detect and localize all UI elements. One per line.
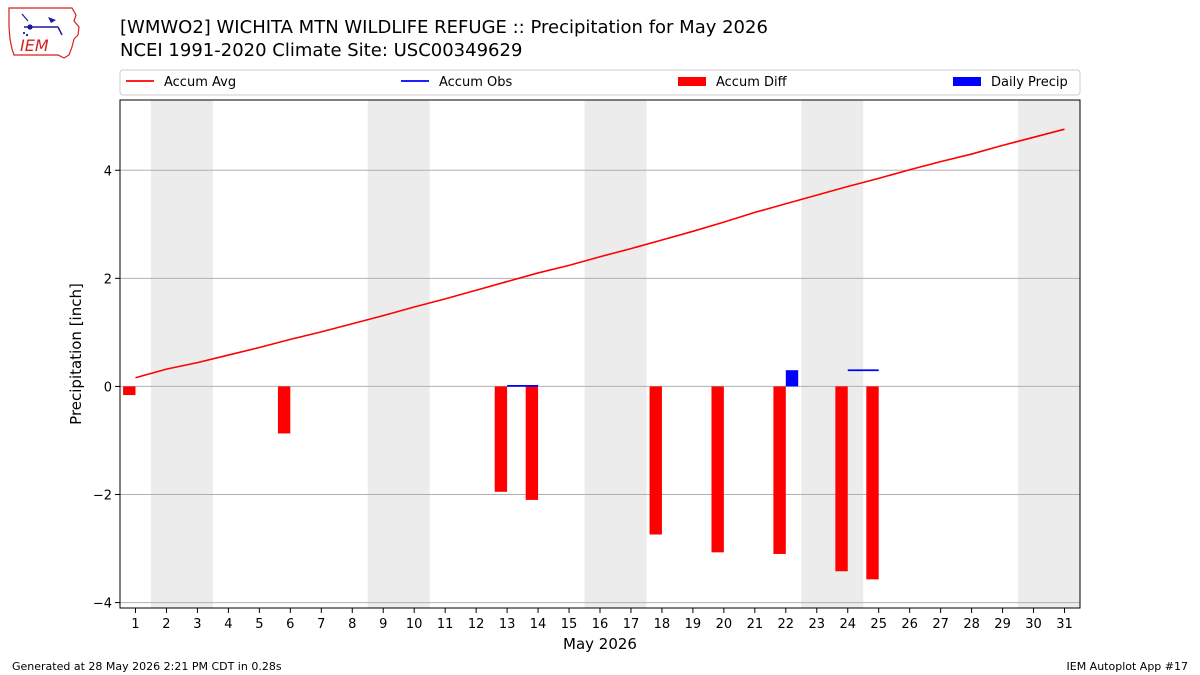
x-tick-label: 3 bbox=[193, 617, 201, 632]
x-tick-label: 25 bbox=[870, 617, 887, 632]
legend-label: Accum Avg bbox=[164, 75, 236, 90]
accum-diff-bar bbox=[711, 386, 724, 553]
iowa-map-outline bbox=[8, 7, 80, 59]
weekend-band bbox=[367, 100, 430, 608]
x-tick-label: 16 bbox=[592, 617, 609, 632]
x-tick-label: 24 bbox=[839, 617, 856, 632]
x-tick-label: 27 bbox=[932, 617, 949, 632]
legend-swatch bbox=[678, 77, 706, 86]
iem-logo: IEM bbox=[6, 5, 82, 63]
x-tick-label: 21 bbox=[747, 617, 764, 632]
x-tick-label: 2 bbox=[162, 617, 170, 632]
accum-avg-line bbox=[135, 128, 1065, 379]
weekend-band bbox=[584, 100, 647, 608]
x-tick-label: 30 bbox=[1025, 617, 1042, 632]
y-tick-label: −4 bbox=[93, 597, 112, 612]
x-tick-label: 12 bbox=[468, 617, 485, 632]
chart-title: [WMWO2] WICHITA MTN WILDLIFE REFUGE :: P… bbox=[120, 17, 768, 38]
x-tick-label: 19 bbox=[685, 617, 702, 632]
x-tick-label: 8 bbox=[348, 617, 356, 632]
x-tick-label: 23 bbox=[809, 617, 826, 632]
legend-label: Daily Precip bbox=[991, 75, 1068, 90]
accum-diff-bar bbox=[525, 386, 539, 500]
x-tick-label: 15 bbox=[561, 617, 578, 632]
chart-subtitle: NCEI 1991-2020 Climate Site: USC00349629 bbox=[120, 40, 523, 61]
x-tick-label: 26 bbox=[901, 617, 918, 632]
x-tick-label: 14 bbox=[530, 617, 547, 632]
legend-swatch bbox=[953, 77, 981, 86]
y-tick-label: 2 bbox=[104, 272, 112, 287]
x-tick-label: 6 bbox=[286, 617, 294, 632]
accum-diff-bar bbox=[866, 386, 879, 580]
logo-text: IEM bbox=[20, 36, 49, 55]
accum-diff-bar bbox=[835, 386, 848, 572]
x-tick-label: 28 bbox=[963, 617, 980, 632]
legend-frame bbox=[119, 69, 1081, 96]
x-tick-label: 11 bbox=[437, 617, 454, 632]
y-tick-label: 0 bbox=[104, 380, 112, 395]
y-tick-label: 4 bbox=[104, 164, 112, 179]
footer-generated: Generated at 28 May 2026 2:21 PM CDT in … bbox=[12, 660, 282, 673]
accum-diff-bar bbox=[277, 386, 291, 434]
x-tick-label: 4 bbox=[224, 617, 232, 632]
weekend-band bbox=[150, 100, 213, 608]
x-tick-label: 5 bbox=[255, 617, 263, 632]
accum-diff-bar bbox=[649, 386, 662, 535]
daily-precip-bar bbox=[785, 370, 799, 387]
accum-diff-bar bbox=[123, 386, 136, 396]
y-axis-label: Precipitation [inch] bbox=[67, 283, 85, 425]
weekend-band bbox=[801, 100, 864, 608]
accum-diff-bar bbox=[773, 386, 786, 554]
x-tick-label: 22 bbox=[778, 617, 795, 632]
footer-app-id: IEM Autoplot App #17 bbox=[1066, 660, 1189, 673]
x-tick-label: 9 bbox=[379, 617, 387, 632]
x-tick-label: 31 bbox=[1056, 617, 1073, 632]
x-axis-label: May 2026 bbox=[563, 635, 637, 653]
x-tick-label: 17 bbox=[623, 617, 640, 632]
x-tick-label: 10 bbox=[406, 617, 423, 632]
accum-diff-bar bbox=[494, 386, 508, 492]
x-tick-label: 13 bbox=[499, 617, 516, 632]
legend: Accum Avg Accum Obs Accum Diff Daily Precip bbox=[119, 69, 1081, 96]
x-tick-label: 20 bbox=[716, 617, 733, 632]
y-tick-label: −2 bbox=[93, 489, 112, 504]
x-tick-label: 1 bbox=[131, 617, 139, 632]
legend-label: Accum Diff bbox=[716, 75, 788, 90]
weekend-band bbox=[1018, 100, 1080, 608]
x-tick-label: 29 bbox=[994, 617, 1011, 632]
x-tick-label: 18 bbox=[654, 617, 671, 632]
x-tick-label: 7 bbox=[317, 617, 325, 632]
legend-label: Accum Obs bbox=[439, 75, 512, 90]
